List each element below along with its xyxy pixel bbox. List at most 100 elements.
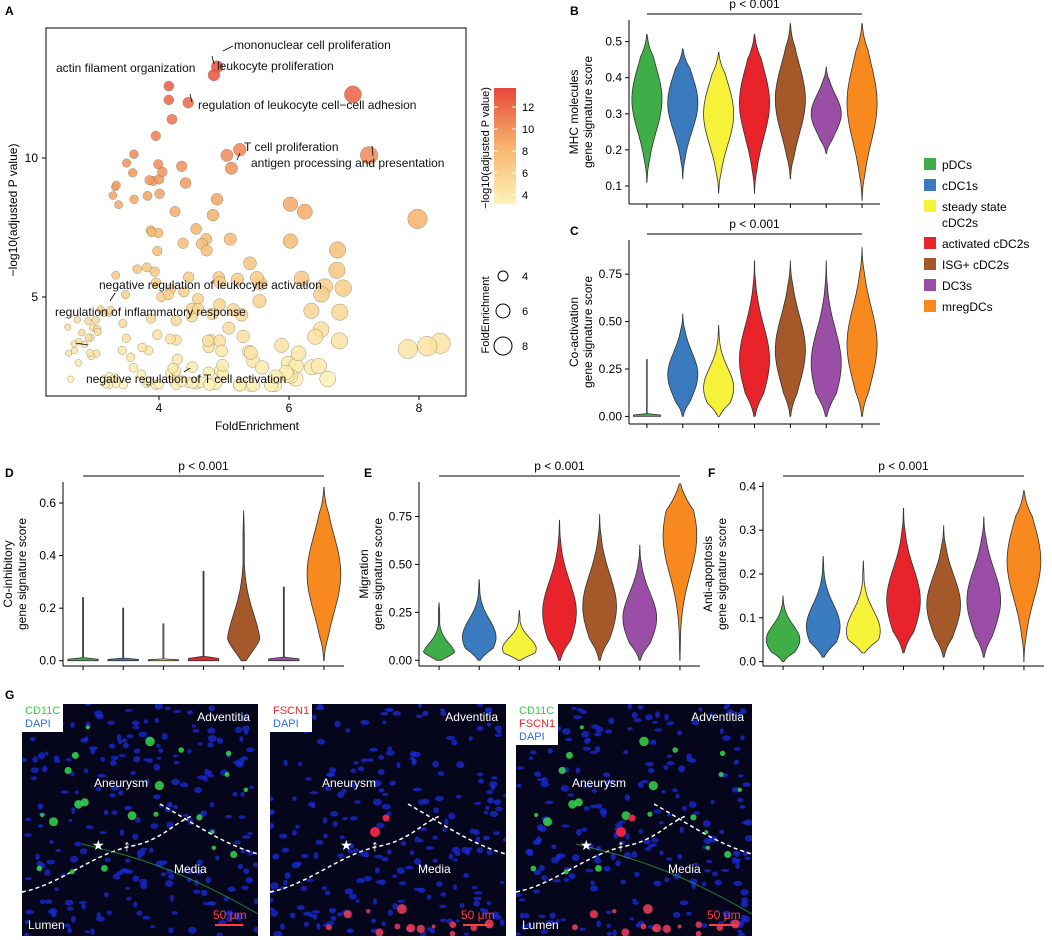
cd11c-cell bbox=[71, 751, 79, 759]
y-tick-label: 0.2 bbox=[739, 567, 756, 581]
scatter-point bbox=[213, 298, 226, 311]
nucleus bbox=[303, 911, 312, 916]
nucleus bbox=[232, 760, 239, 764]
nucleus bbox=[66, 758, 72, 762]
nucleus bbox=[448, 812, 456, 820]
x-tick: 8 bbox=[416, 401, 423, 415]
nucleus bbox=[22, 757, 27, 763]
scatter-point bbox=[176, 375, 188, 387]
nucleus bbox=[100, 756, 106, 762]
nucleus bbox=[643, 839, 651, 845]
nucleus bbox=[381, 921, 386, 927]
nucleus bbox=[679, 900, 689, 906]
scatter-point bbox=[137, 342, 147, 353]
nucleus bbox=[103, 809, 109, 816]
violin-isg-cdc2s bbox=[774, 23, 806, 180]
svg-text:12: 12 bbox=[522, 102, 534, 114]
nucleus bbox=[118, 754, 127, 758]
p-value-label: p < 0.001 bbox=[729, 218, 780, 231]
violin-pdcs bbox=[67, 597, 99, 662]
nucleus bbox=[601, 811, 607, 818]
violin-steady-state-cdc2s bbox=[502, 610, 537, 661]
nucleus bbox=[591, 724, 600, 729]
nucleus bbox=[239, 736, 244, 742]
cd11c-cell bbox=[579, 725, 584, 730]
nucleus bbox=[561, 824, 570, 828]
nucleus bbox=[439, 918, 447, 923]
cd11c-cell bbox=[85, 725, 90, 730]
nucleus bbox=[339, 835, 346, 840]
scatter-point bbox=[202, 366, 215, 379]
nucleus bbox=[247, 832, 253, 836]
fscn1-cell bbox=[416, 924, 425, 933]
annotation: regulation of leukocyte cell−cell adhesi… bbox=[198, 98, 416, 112]
scatter-point bbox=[182, 97, 194, 109]
nucleus bbox=[280, 923, 285, 930]
scatter-point bbox=[207, 68, 221, 82]
nucleus bbox=[330, 811, 339, 817]
y-tick-label: 0.6 bbox=[39, 496, 56, 510]
nucleus bbox=[240, 848, 246, 854]
nucleus bbox=[415, 714, 424, 718]
nucleus bbox=[193, 889, 201, 894]
scatter-point bbox=[141, 262, 152, 273]
nucleus bbox=[44, 751, 49, 756]
nucleus bbox=[451, 739, 458, 746]
scatter-point bbox=[313, 286, 330, 303]
nucleus bbox=[133, 901, 138, 908]
nucleus bbox=[130, 771, 136, 776]
nucleus bbox=[376, 822, 385, 829]
legend-swatch-pDCs bbox=[924, 158, 936, 170]
nucleus bbox=[541, 875, 548, 881]
nucleus bbox=[140, 882, 147, 889]
nucleus bbox=[188, 926, 197, 934]
nucleus bbox=[473, 896, 482, 901]
nucleus bbox=[560, 918, 566, 922]
cd11c-cell bbox=[719, 750, 726, 756]
nucleus bbox=[241, 835, 251, 839]
nucleus bbox=[562, 728, 571, 735]
svg-text:6: 6 bbox=[522, 306, 528, 318]
nucleus bbox=[279, 833, 288, 839]
nucleus bbox=[608, 717, 615, 725]
nucleus bbox=[658, 821, 664, 825]
nucleus bbox=[272, 853, 280, 860]
nucleus bbox=[655, 711, 660, 719]
scatter-point bbox=[222, 321, 236, 335]
cd11c-cell bbox=[534, 812, 539, 818]
legend-swatch-dc3 bbox=[924, 279, 936, 291]
nucleus bbox=[432, 858, 438, 863]
nucleus bbox=[173, 804, 179, 809]
legend-label-isg: ISG+ cDC2s bbox=[942, 258, 1010, 272]
nucleus bbox=[572, 854, 580, 862]
nucleus bbox=[485, 805, 490, 811]
nucleus bbox=[165, 706, 171, 711]
scatter-point bbox=[216, 359, 229, 372]
violin-cdc1s bbox=[806, 556, 841, 658]
nucleus bbox=[204, 768, 210, 776]
scatter-point bbox=[303, 302, 320, 319]
y-tick-label: 0.25 bbox=[599, 362, 623, 376]
violin-steady-state-cdc2s bbox=[147, 623, 179, 662]
fscn1-cell bbox=[382, 814, 390, 822]
scatter-point bbox=[220, 148, 234, 162]
nucleus bbox=[107, 720, 115, 725]
nucleus bbox=[478, 778, 484, 784]
nucleus bbox=[30, 737, 36, 742]
y-axis-label: gene signature score bbox=[715, 518, 729, 630]
nucleus bbox=[440, 892, 447, 897]
scatter-point bbox=[233, 143, 247, 157]
nucleus bbox=[161, 733, 168, 740]
cd11c-cell bbox=[154, 781, 164, 791]
nucleus bbox=[330, 915, 337, 921]
violin-activated-cdc2s bbox=[187, 571, 220, 662]
violin-mregdcs bbox=[306, 486, 342, 662]
elastic-fiber bbox=[81, 843, 258, 915]
nucleus bbox=[499, 919, 505, 926]
p-value-label: p < 0.001 bbox=[729, 0, 780, 11]
scatter-point bbox=[128, 363, 139, 373]
nucleus bbox=[326, 773, 336, 777]
scatter-point bbox=[246, 378, 260, 392]
nucleus bbox=[422, 864, 429, 869]
nucleus bbox=[596, 920, 602, 927]
